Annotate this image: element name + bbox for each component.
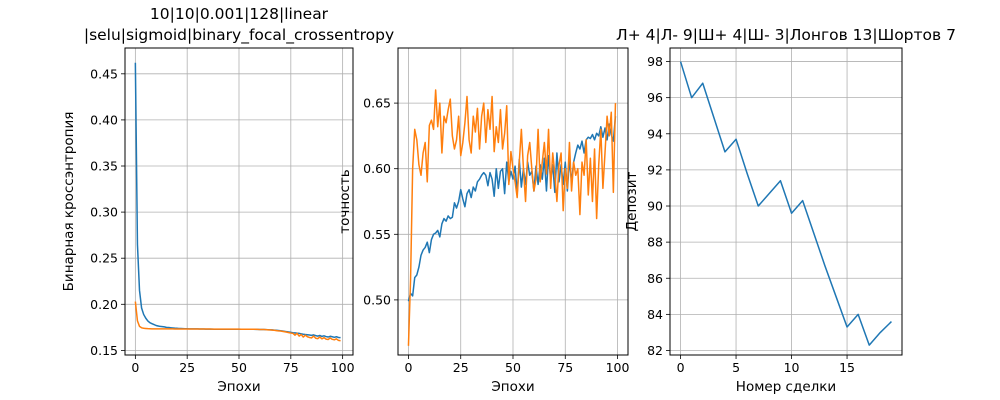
loss-y-tick-label: 0.25 [90, 251, 118, 266]
loss-y-tick-label: 0.20 [90, 297, 118, 312]
deposit-x-tick-label: 0 [677, 360, 685, 375]
loss-title-line: |selu|sigmoid|binary_focal_crossentropy [84, 26, 394, 45]
deposit-y-axis-label: Депозит [624, 171, 640, 231]
loss-series-1-line [134, 62, 341, 339]
loss-x-tick-label: 0 [131, 360, 139, 375]
deposit-y-tick-label: 92 [647, 162, 663, 177]
accuracy-x-tick-label: 0 [404, 360, 412, 375]
deposit-x-tick-label: 5 [732, 360, 740, 375]
loss-y-tick-label: 0.30 [90, 205, 118, 220]
deposit-x-axis-label: Номер сделки [736, 379, 836, 395]
loss-x-tick-label: 50 [231, 360, 247, 375]
deposit-y-tick-label: 88 [647, 235, 663, 250]
accuracy-x-tick-label: 25 [453, 360, 469, 375]
loss-title-line: 10|10|0.001|128|linear [150, 5, 329, 23]
deposit-y-tick-label: 90 [647, 199, 663, 214]
deposit-y-tick-label: 86 [647, 271, 663, 286]
accuracy-series-1-line [407, 116, 617, 302]
chart-accuracy: 0 25 50 75 100 0.50 0.55 0.60 0.65 Эпохи точность [337, 47, 630, 395]
loss-x-tick-label: 75 [283, 360, 299, 375]
deposit-y-tick-label: 96 [647, 90, 663, 105]
chart-loss: 0 25 50 75 100 0.15 0.20 0.25 0.30 0.35 0.40 0.45 Эп… [61, 5, 394, 395]
loss-series-2-line [134, 301, 341, 342]
accuracy-y-axis-label: точность [337, 169, 353, 233]
deposit-y-tick-label: 82 [647, 343, 663, 358]
deposit-plot-frame [669, 47, 903, 356]
loss-y-axis-label: Бинарная кроссэнтропия [61, 112, 77, 292]
loss-y-tick-label: 0.35 [90, 159, 118, 174]
loss-y-tick-label: 0.40 [90, 112, 118, 127]
accuracy-y-tick-label: 0.50 [363, 292, 391, 307]
accuracy-x-axis-label: Эпохи [491, 379, 534, 395]
accuracy-y-tick-label: 0.65 [363, 96, 391, 111]
accuracy-series-2-line [407, 89, 617, 346]
loss-x-tick-label: 25 [179, 360, 195, 375]
accuracy-x-tick-label: 75 [557, 360, 573, 375]
deposit-series-1-line [679, 61, 892, 346]
deposit-x-tick-label: 10 [784, 360, 800, 375]
accuracy-y-tick-label: 0.55 [363, 227, 391, 242]
accuracy-y-tick-label: 0.60 [363, 161, 391, 176]
loss-y-tick-label: 0.15 [90, 343, 118, 358]
loss-y-tick-label: 0.45 [90, 66, 118, 81]
loss-x-axis-label: Эпохи [217, 379, 260, 395]
deposit-y-tick-label: 94 [647, 126, 663, 141]
loss-x-tick-label: 100 [331, 360, 355, 375]
deposit-y-tick-label: 98 [647, 54, 663, 69]
deposit-title-line: Л+ 4|Л- 9|Ш+ 4|Ш- 3|Лонгов 13|Шортов 7 [616, 26, 956, 44]
accuracy-x-tick-label: 50 [505, 360, 521, 375]
deposit-x-tick-label: 15 [839, 360, 855, 375]
chart-deposit: 0 5 10 15 82 84 86 88 90 92 94 96 98 Номер сделки Депо… [616, 26, 956, 395]
accuracy-x-tick-label: 100 [606, 360, 630, 375]
deposit-y-tick-label: 84 [647, 307, 663, 322]
